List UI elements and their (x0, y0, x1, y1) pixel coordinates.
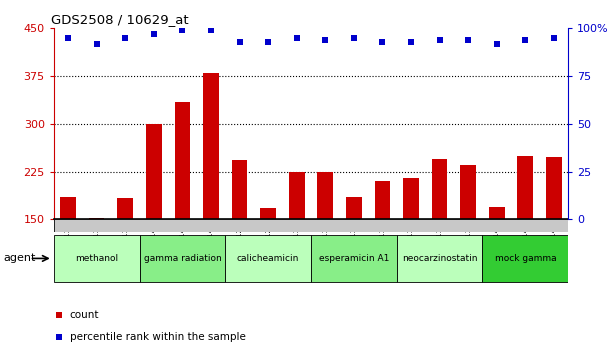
Bar (175, 102, 190, 219)
Point (177, 27, 187, 33)
Bar (460, 165, 476, 219)
Text: neocarzinostatin: neocarzinostatin (402, 254, 477, 263)
FancyBboxPatch shape (225, 235, 311, 282)
Bar (432, 159, 447, 219)
FancyBboxPatch shape (54, 219, 568, 232)
Point (92, 41, 101, 46)
Point (463, 37, 473, 42)
Text: mock gamma: mock gamma (494, 254, 556, 263)
Point (263, 39, 273, 45)
Point (291, 0, 301, 4)
Point (521, 37, 530, 42)
Point (292, 35, 302, 41)
Point (120, 35, 130, 41)
Point (235, 39, 244, 45)
Text: percentile rank within the sample: percentile rank within the sample (70, 332, 246, 342)
Text: agent: agent (3, 253, 35, 263)
Point (320, 37, 330, 42)
FancyBboxPatch shape (54, 235, 139, 282)
Text: calicheamicin: calicheamicin (237, 254, 299, 263)
Bar (403, 178, 419, 219)
Text: gamma radiation: gamma radiation (144, 254, 221, 263)
Point (291, 197, 301, 202)
Bar (117, 199, 133, 219)
Point (406, 39, 416, 45)
Bar (232, 160, 247, 219)
Text: count: count (70, 310, 99, 320)
FancyBboxPatch shape (311, 235, 397, 282)
Bar (60, 197, 76, 219)
Bar (546, 157, 562, 219)
Bar (318, 172, 333, 219)
Bar (518, 156, 533, 219)
Point (63, 35, 73, 41)
Point (149, 31, 159, 37)
FancyBboxPatch shape (139, 235, 225, 282)
Text: GDS2508 / 10629_at: GDS2508 / 10629_at (51, 13, 189, 26)
FancyBboxPatch shape (483, 235, 568, 282)
Text: esperamicin A1: esperamicin A1 (319, 254, 389, 263)
Bar (146, 124, 162, 219)
Bar (260, 208, 276, 219)
FancyBboxPatch shape (397, 235, 483, 282)
Bar (89, 218, 104, 219)
Bar (289, 172, 304, 219)
Text: methanol: methanol (75, 254, 118, 263)
Bar (203, 73, 219, 219)
Bar (489, 207, 505, 219)
Point (206, 27, 216, 33)
Bar (346, 197, 362, 219)
Point (434, 37, 444, 42)
Point (349, 35, 359, 41)
Point (378, 39, 387, 45)
Point (549, 35, 559, 41)
Point (492, 41, 502, 46)
Bar (375, 181, 390, 219)
